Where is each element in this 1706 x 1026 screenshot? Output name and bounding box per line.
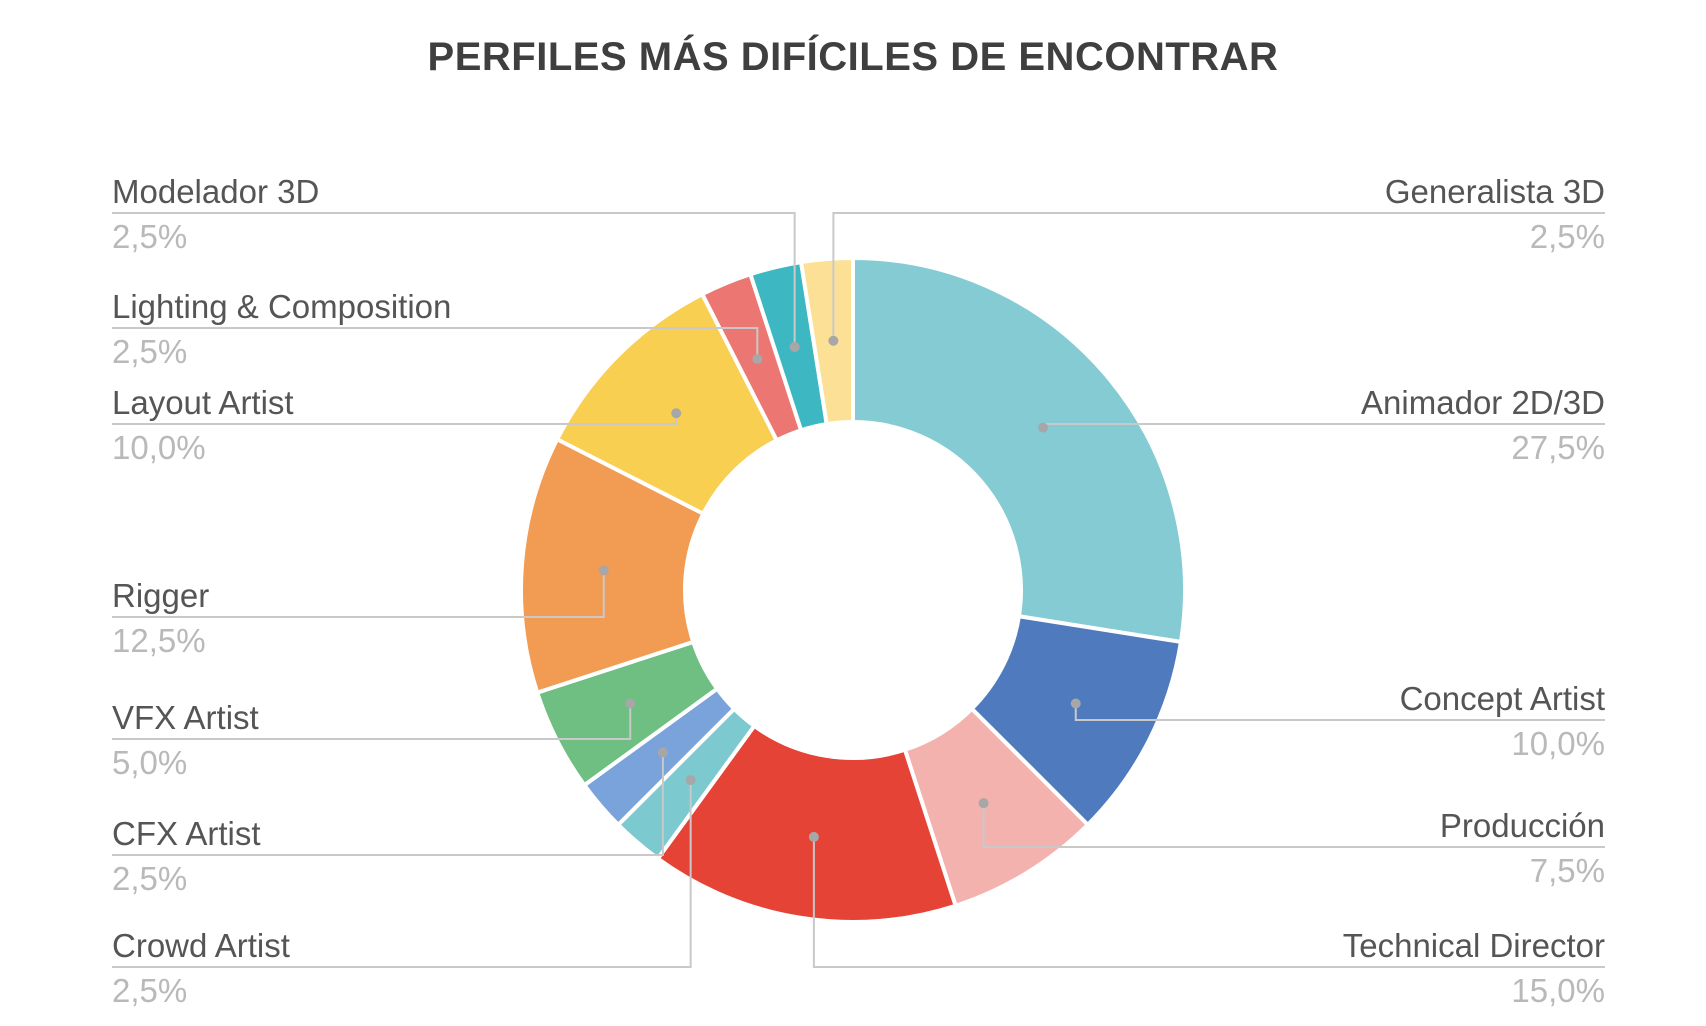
leader-producci-n (982, 803, 1605, 848)
slice-technical-director (655, 723, 959, 924)
label-lighting-and-composition: Lighting & Composition (112, 288, 451, 325)
label-technical-director: Technical Director (1343, 927, 1605, 964)
leader-technical-director (812, 836, 1605, 968)
label-rigger: Rigger (112, 577, 209, 614)
value-layout-artist: 10,0% (112, 429, 206, 466)
slice-labels: Animador 2D/3D 27,5% Concept Artist 10,0% Pr… (112, 173, 1605, 1009)
value-generalista-3d: 2,5% (1530, 218, 1605, 255)
label-leaders (112, 212, 1605, 968)
leader-dot-lighting-and-composition (752, 354, 763, 365)
leader-dot-crowd-artist (685, 775, 696, 786)
value-vfx-artist: 5,0% (112, 744, 187, 781)
label-crowd-artist: Crowd Artist (112, 927, 290, 964)
leader-dot-generalista-3d (828, 335, 839, 346)
label-animador-2d-3d: Animador 2D/3D (1361, 384, 1605, 421)
value-crowd-artist: 2,5% (112, 972, 187, 1009)
label-cfx-artist: CFX Artist (112, 815, 261, 852)
leader-modelador-3d (112, 212, 796, 347)
leader-dot-cfx-artist (657, 747, 668, 758)
leader-dot-producci-n (978, 798, 989, 809)
leader-rigger (112, 570, 605, 618)
slice-generalista-3d (798, 255, 855, 427)
leader-dot-modelador-3d (789, 341, 800, 352)
slice-animador-2d-3d (851, 255, 1187, 645)
leader-dot-layout-artist (671, 408, 682, 419)
leader-vfx-artist (112, 703, 632, 740)
slice-rigger (519, 436, 707, 696)
value-producci-n: 7,5% (1530, 852, 1605, 889)
label-generalista-3d: Generalista 3D (1385, 173, 1605, 210)
label-layout-artist: Layout Artist (112, 384, 294, 421)
leader-dot-vfx-artist (625, 698, 636, 709)
donut-slices (519, 255, 1187, 924)
leader-concept-artist (1074, 703, 1605, 721)
label-producci-n: Producción (1440, 807, 1605, 844)
leader-dot-concept-artist (1070, 698, 1081, 709)
value-animador-2d-3d: 27,5% (1511, 429, 1605, 466)
value-technical-director: 15,0% (1511, 972, 1605, 1009)
label-modelador-3d: Modelador 3D (112, 173, 319, 210)
leader-lighting-and-composition (112, 327, 759, 360)
label-concept-artist: Concept Artist (1400, 680, 1605, 717)
value-lighting-and-composition: 2,5% (112, 333, 187, 370)
leader-cfx-artist (112, 752, 664, 856)
leader-dot-technical-director (808, 831, 819, 842)
leader-dot-rigger (598, 565, 609, 576)
label-vfx-artist: VFX Artist (112, 699, 259, 736)
leader-crowd-artist (112, 780, 692, 968)
value-rigger: 12,5% (112, 622, 206, 659)
leader-generalista-3d (832, 212, 1605, 341)
value-cfx-artist: 2,5% (112, 860, 187, 897)
chart-title: PERFILES MÁS DIFÍCILES DE ENCONTRAR (428, 34, 1279, 79)
value-concept-artist: 10,0% (1511, 725, 1605, 762)
leader-dot-animador-2d-3d (1038, 422, 1049, 433)
value-modelador-3d: 2,5% (112, 218, 187, 255)
